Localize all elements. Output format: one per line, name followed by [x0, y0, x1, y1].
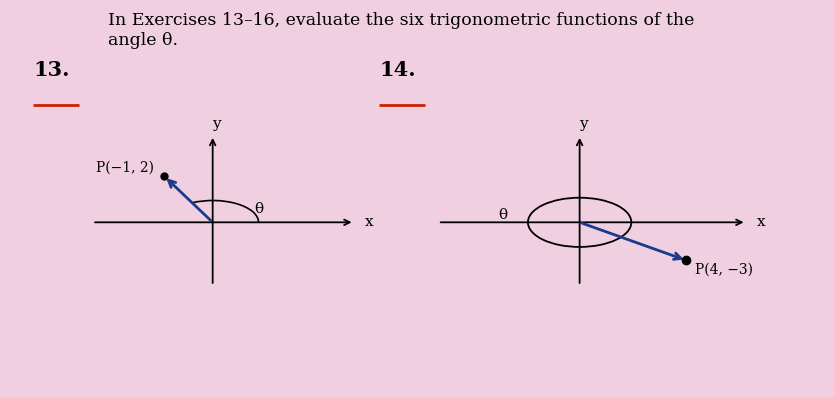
Text: θ: θ — [498, 208, 507, 222]
Text: θ: θ — [254, 202, 263, 216]
Text: P(−1, 2): P(−1, 2) — [96, 160, 154, 174]
Text: P(4, −3): P(4, −3) — [695, 262, 753, 276]
Text: In Exercises 13–16, evaluate the six trigonometric functions of the
angle θ.: In Exercises 13–16, evaluate the six tri… — [108, 12, 695, 48]
Text: x: x — [756, 215, 765, 229]
Text: 14.: 14. — [379, 60, 416, 79]
Text: y: y — [212, 117, 220, 131]
Text: 13.: 13. — [33, 60, 70, 79]
Text: y: y — [579, 117, 587, 131]
Text: x: x — [364, 215, 373, 229]
